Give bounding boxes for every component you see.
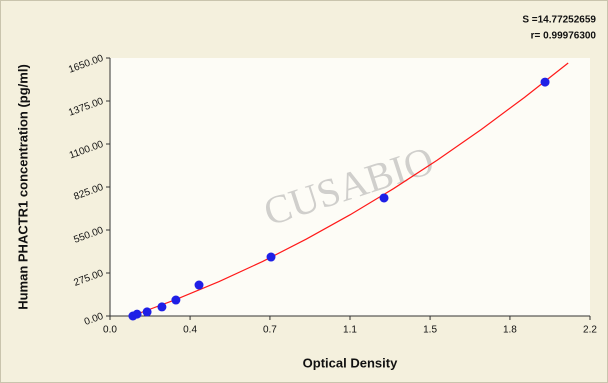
data-point <box>157 302 167 312</box>
data-point <box>379 193 389 203</box>
data-point <box>171 295 181 305</box>
x-axis-title: Optical Density <box>303 355 398 370</box>
data-point <box>194 280 204 290</box>
x-tick-label: 1.8 <box>503 325 517 336</box>
data-point <box>142 307 152 317</box>
plot-area <box>110 58 590 316</box>
y-axis-title: Human PHACTR1 concentration (pg/ml) <box>15 64 30 310</box>
annotation: S =14.77252659 <box>522 15 596 26</box>
x-tick-label: 0.7 <box>263 325 277 336</box>
x-tick-label: 2.2 <box>583 325 597 336</box>
data-point <box>132 309 142 319</box>
fit-curve <box>131 62 569 317</box>
x-tick-label: 0.4 <box>183 325 197 336</box>
data-point <box>266 252 276 262</box>
x-tick-label: 1.1 <box>343 325 357 336</box>
annotation: r= 0.99976300 <box>531 31 597 42</box>
x-tick-label: 0.0 <box>103 325 117 336</box>
x-tick-label: 1.5 <box>423 325 437 336</box>
data-point <box>540 77 550 87</box>
